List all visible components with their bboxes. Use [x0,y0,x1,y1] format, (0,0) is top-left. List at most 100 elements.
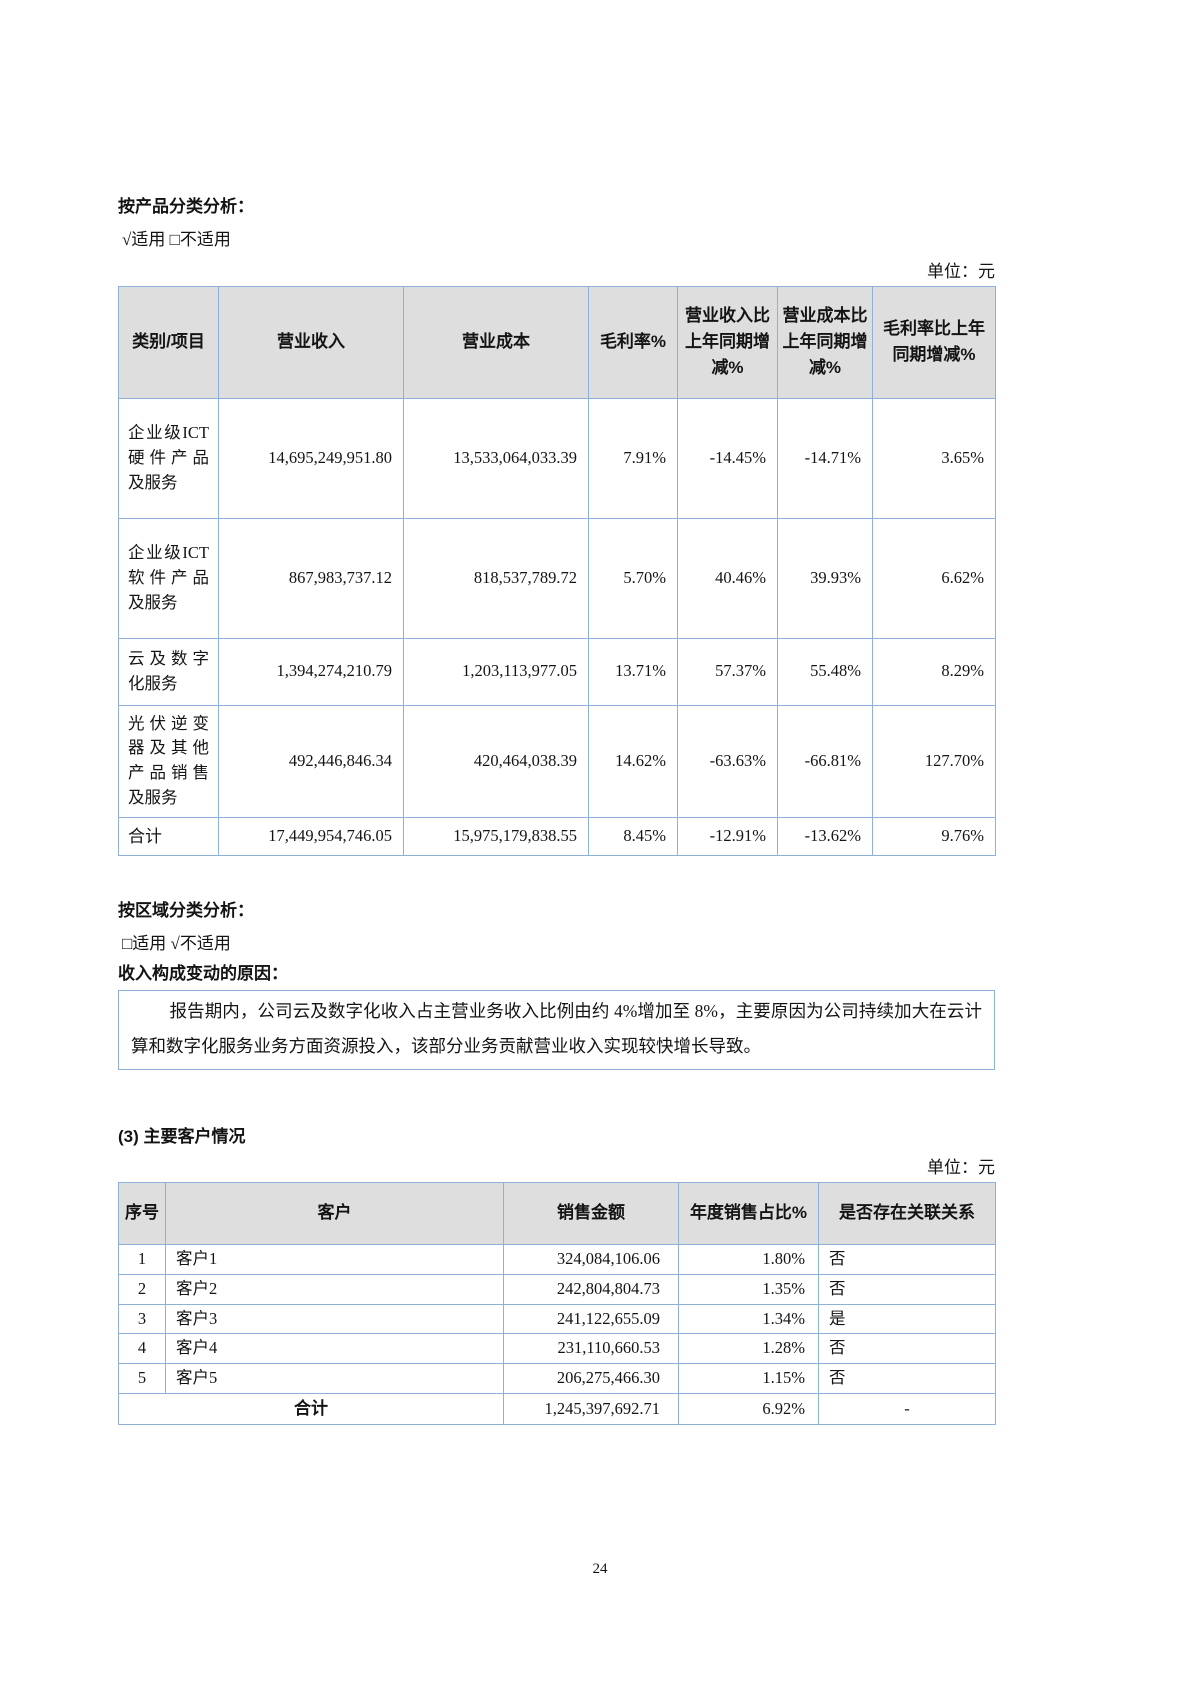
row-ratio: 1.35% [678,1273,819,1305]
revenue-change-reason-text: 报告期内，公司云及数字化收入占主营业务收入比例由约 4%增加至 8%，主要原因为… [131,1001,982,1056]
row-amount: 242,804,804.73 [503,1273,679,1305]
product-category-table: 类别/项目 营业收入 营业成本 毛利率% 营业收入比上年同期增减% 营业成本比上… [118,285,996,857]
row-customer: 客户2 [165,1273,504,1305]
row-margin: 13.71% [588,637,678,706]
col-revenue: 营业收入 [218,285,404,399]
col-cost-yoy: 营业成本比上年同期增减% [777,285,873,399]
total-revenue: 17,449,954,746.05 [218,816,404,857]
row-seq: 4 [118,1333,166,1365]
row-customer: 客户4 [165,1333,504,1365]
customer-unit-label: 单位：元 [927,1158,995,1178]
row-margin: 14.62% [588,704,678,818]
row-cost: 420,464,038.39 [403,704,589,818]
page-number: 24 [592,1561,608,1577]
total-margin-yoy: 9.76% [872,816,996,857]
row-related: 否 [818,1333,996,1365]
col-cost: 营业成本 [403,285,589,399]
row-margin-yoy: 6.62% [872,517,996,639]
row-margin: 7.91% [588,397,678,519]
table-total-row: 合计 17,449,954,746.05 15,975,179,838.55 8… [118,816,996,857]
row-amount: 241,122,655.09 [503,1303,679,1335]
row-cost-yoy: -14.71% [777,397,873,519]
row-seq: 5 [118,1363,166,1394]
row-customer: 客户1 [165,1244,504,1275]
total-ratio: 6.92% [678,1392,819,1425]
row-seq: 1 [118,1244,166,1275]
table-row: 云及数字化服务 1,394,274,210.79 1,203,113,977.0… [118,637,996,706]
row-related: 否 [818,1363,996,1394]
row-cost: 1,203,113,977.05 [403,637,589,706]
page-content: 按产品分类分析： √适用 □不适用 单位：元 类别/项目 营业收入 营业成本 毛… [118,194,996,1425]
row-cost: 13,533,064,033.39 [403,397,589,519]
row-margin: 5.70% [588,517,678,639]
col-related: 是否存在关联关系 [818,1182,996,1246]
region-analysis-heading: 按区域分类分析： [118,901,254,921]
customer-table-header: 序号 客户 销售金额 年度销售占比% 是否存在关联关系 [118,1182,996,1246]
row-category: 企业级ICT硬件产品及服务 [118,397,219,519]
col-category: 类别/项目 [118,285,219,399]
row-cost: 818,537,789.72 [403,517,589,639]
table-row: 5 客户5 206,275,466.30 1.15% 否 [118,1363,996,1394]
table-row: 光伏逆变器及其他产品销售及服务 492,446,846.34 420,464,0… [118,704,996,818]
row-related: 否 [818,1273,996,1305]
row-revenue: 14,695,249,951.80 [218,397,404,519]
table-row: 3 客户3 241,122,655.09 1.34% 是 [118,1303,996,1335]
row-ratio: 1.80% [678,1244,819,1275]
col-margin: 毛利率% [588,285,678,399]
row-related: 是 [818,1303,996,1335]
total-revenue-yoy: -12.91% [677,816,778,857]
total-amount: 1,245,397,692.71 [503,1392,679,1425]
row-seq: 2 [118,1273,166,1305]
row-revenue-yoy: -63.63% [677,704,778,818]
row-revenue: 1,394,274,210.79 [218,637,404,706]
row-category: 企业级ICT软件产品及服务 [118,517,219,639]
total-cost: 15,975,179,838.55 [403,816,589,857]
total-margin: 8.45% [588,816,678,857]
table-row: 4 客户4 231,110,660.53 1.28% 否 [118,1333,996,1365]
row-revenue-yoy: 40.46% [677,517,778,639]
col-margin-yoy: 毛利率比上年同期增减% [872,285,996,399]
row-customer: 客户5 [165,1363,504,1394]
product-applicability-line: √适用 □不适用 [122,229,231,249]
row-amount: 231,110,660.53 [503,1333,679,1365]
row-related: 否 [818,1244,996,1275]
region-applicability-line: □适用 √不适用 [122,933,231,953]
row-amount: 206,275,466.30 [503,1363,679,1394]
row-ratio: 1.28% [678,1333,819,1365]
row-ratio: 1.15% [678,1363,819,1394]
row-revenue: 492,446,846.34 [218,704,404,818]
row-margin-yoy: 3.65% [872,397,996,519]
product-unit-label: 单位：元 [927,261,995,281]
table-row: 企业级ICT硬件产品及服务 14,695,249,951.80 13,533,0… [118,397,996,519]
revenue-change-reason-heading: 收入构成变动的原因： [118,963,288,983]
product-table-header: 类别/项目 营业收入 营业成本 毛利率% 营业收入比上年同期增减% 营业成本比上… [118,285,996,399]
row-customer: 客户3 [165,1303,504,1335]
col-seq: 序号 [118,1182,166,1246]
table-row: 企业级ICT软件产品及服务 867,983,737.12 818,537,789… [118,517,996,639]
revenue-change-reason-box: 报告期内，公司云及数字化收入占主营业务收入比例由约 4%增加至 8%，主要原因为… [118,990,995,1070]
row-cost-yoy: 55.48% [777,637,873,706]
total-cost-yoy: -13.62% [777,816,873,857]
row-ratio: 1.34% [678,1303,819,1335]
table-row: 2 客户2 242,804,804.73 1.35% 否 [118,1273,996,1305]
total-label: 合计 [118,816,219,857]
col-customer: 客户 [165,1182,504,1246]
row-category: 云及数字化服务 [118,637,219,706]
row-revenue: 867,983,737.12 [218,517,404,639]
total-label: 合计 [118,1392,504,1425]
row-cost-yoy: -66.81% [777,704,873,818]
product-analysis-heading: 按产品分类分析： [118,197,254,216]
col-ratio: 年度销售占比% [678,1182,819,1246]
total-related: - [818,1392,996,1425]
row-revenue-yoy: -14.45% [677,397,778,519]
col-revenue-yoy: 营业收入比上年同期增减% [677,285,778,399]
row-category: 光伏逆变器及其他产品销售及服务 [118,704,219,818]
row-seq: 3 [118,1303,166,1335]
table-row: 1 客户1 324,084,106.06 1.80% 否 [118,1244,996,1275]
row-margin-yoy: 8.29% [872,637,996,706]
row-amount: 324,084,106.06 [503,1244,679,1275]
major-customers-table: 序号 客户 销售金额 年度销售占比% 是否存在关联关系 1 客户1 324,08… [118,1182,996,1425]
row-revenue-yoy: 57.37% [677,637,778,706]
major-customers-heading: (3) 主要客户情况 [118,1126,246,1146]
row-cost-yoy: 39.93% [777,517,873,639]
